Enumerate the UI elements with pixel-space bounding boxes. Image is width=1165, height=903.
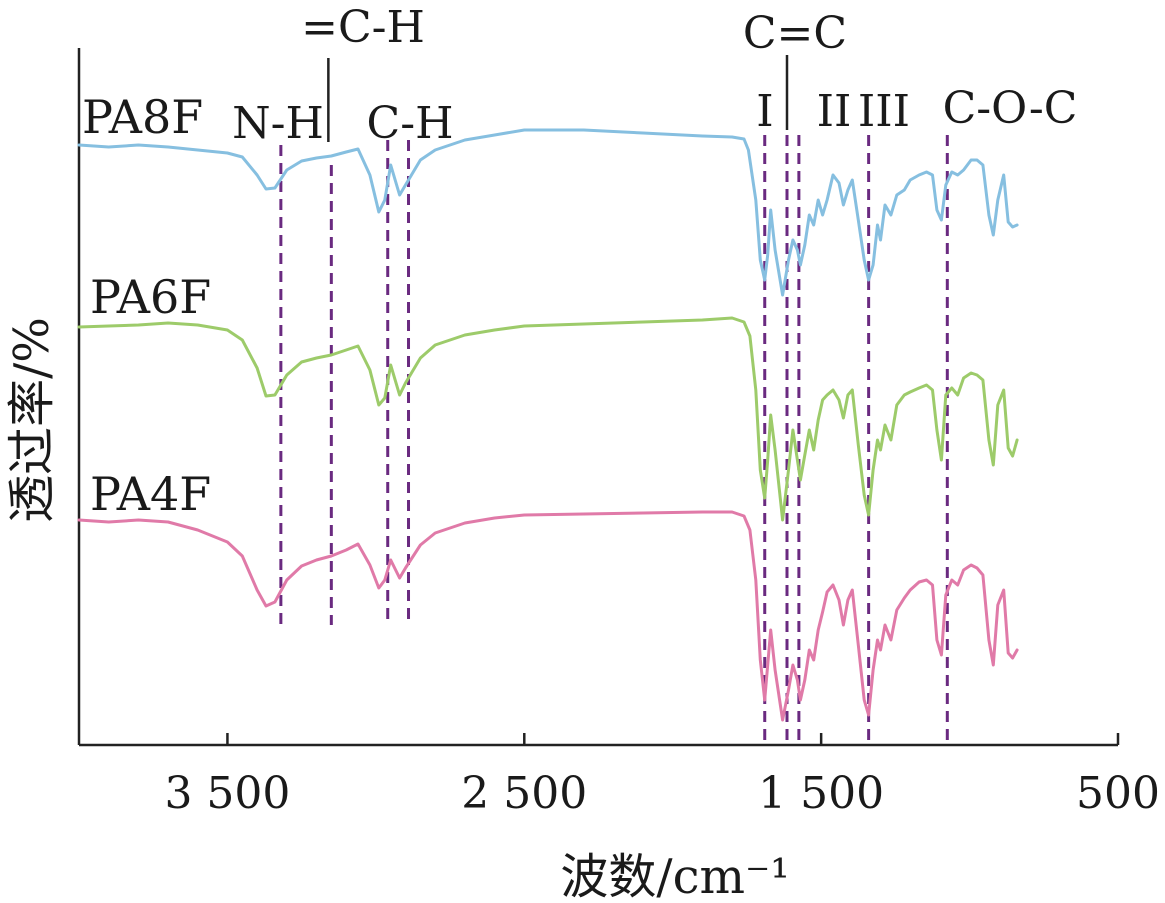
lead-label: C=C	[743, 8, 847, 59]
x-axis-title: 波数/cm⁻¹	[560, 849, 789, 903]
band-label: N-H	[232, 98, 324, 149]
series-label-pa6f: PA6F	[90, 270, 211, 324]
band-label: II	[817, 86, 852, 137]
series-label-pa4f: PA4F	[90, 467, 211, 521]
lead-label: =C-H	[301, 2, 425, 53]
x-tick-label: 2 500	[461, 768, 587, 819]
x-axis-ticks: 3 500 2 500 1 500 500	[164, 733, 1160, 819]
series-label-pa8f: PA8F	[82, 90, 203, 144]
spectra	[77, 128, 1019, 722]
x-tick-label: 3 500	[164, 768, 290, 819]
x-tick-label: 500	[1076, 768, 1160, 819]
band-label: C-H	[367, 98, 454, 149]
band-label: I	[756, 86, 773, 137]
band-label: C-O-C	[943, 83, 1078, 134]
spectrum-line-pa6f	[77, 316, 1019, 522]
y-axis-title: 透过率/%	[4, 317, 60, 523]
spectrum-line-pa8f	[77, 128, 1019, 297]
x-tick-label: 1 500	[758, 768, 884, 819]
spectrum-line-pa4f	[77, 510, 1019, 722]
band-label: III	[858, 86, 910, 137]
